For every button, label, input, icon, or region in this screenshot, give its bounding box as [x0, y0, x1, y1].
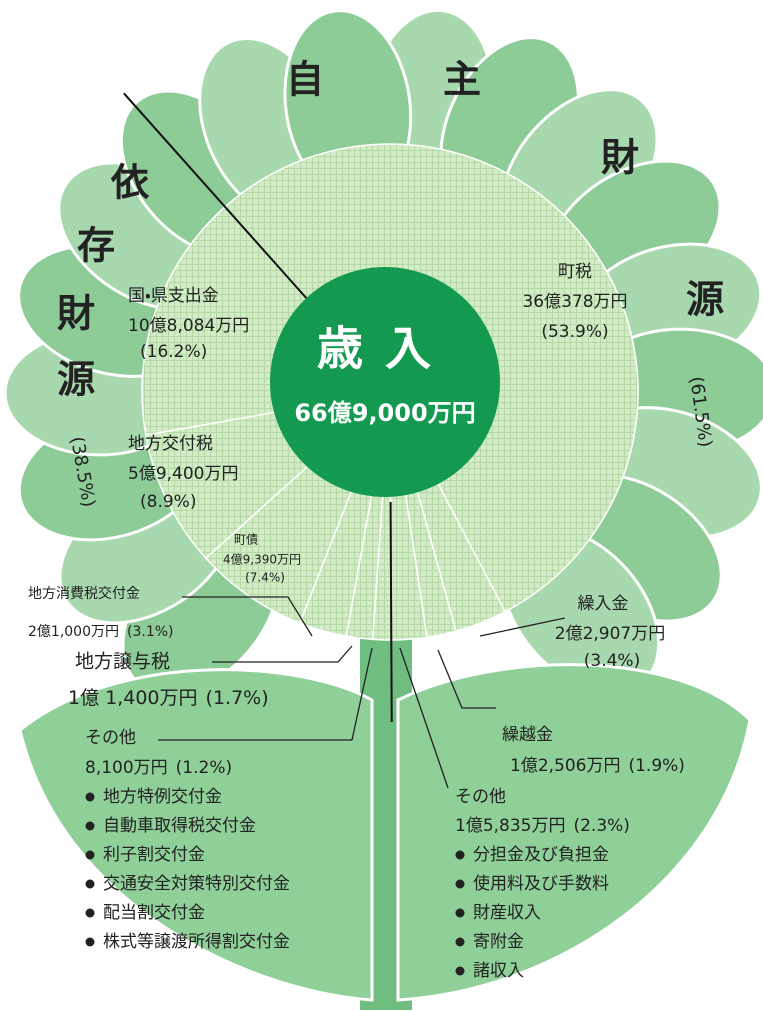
category-label: 繰入金	[578, 594, 629, 614]
group-char: 存	[77, 224, 115, 268]
amount: 10億8,084万円	[128, 316, 249, 336]
category-label: 地方消費税交付金	[28, 586, 140, 602]
breakdown-item: 分担金及び負担金	[473, 845, 609, 865]
percent-label: (1.9%)	[628, 756, 684, 776]
breakdown-item: 自動車取得税交付金	[103, 816, 256, 836]
bullet	[455, 908, 465, 918]
group-divider	[123, 92, 318, 311]
amount: 2億2,907万円	[555, 624, 665, 644]
percent-label: (8.9%)	[140, 492, 196, 512]
bullet	[85, 879, 95, 889]
leader-line	[479, 617, 566, 637]
left-leaf	[18, 668, 374, 1002]
amount-line: 1億2,506万円 (1.9%)	[510, 756, 685, 776]
breakdown-item: 諸収入	[473, 961, 524, 981]
breakdown-item: 利子割交付金	[103, 845, 205, 865]
amount: 36億378万円	[522, 292, 627, 312]
amount: 1億5,835万円	[455, 816, 565, 836]
group-char: 依	[110, 161, 150, 205]
amount: 1億2,506万円	[510, 756, 620, 776]
category-label: 町債	[234, 532, 258, 547]
percent-label: (2.3%)	[573, 816, 629, 836]
group-char: 財	[601, 136, 639, 180]
breakdown-item: 地方特例交付金	[103, 787, 222, 807]
leaves	[18, 610, 752, 1010]
center-circle	[270, 267, 500, 497]
leader-line	[182, 596, 313, 637]
percent-label: (7.4%)	[245, 571, 285, 585]
center-title: 歳入	[317, 322, 453, 376]
group-char: 源	[57, 358, 95, 402]
bullet	[455, 879, 465, 889]
bullet	[85, 821, 95, 831]
category-label: その他	[455, 787, 506, 807]
leader-line	[399, 647, 449, 789]
breakdown-item: 交通安全対策特別交付金	[103, 874, 290, 894]
group-char: 主	[443, 58, 481, 102]
amount: 5億9,400万円	[128, 464, 238, 484]
group-char: 源	[686, 278, 724, 322]
leader-line	[158, 647, 373, 741]
group-divider	[389, 501, 393, 723]
breakdown-item: 配当割交付金	[103, 903, 205, 923]
leader-line	[212, 645, 353, 663]
bullet	[455, 850, 465, 860]
amount-line: 1億5,835万円 (2.3%)	[455, 816, 630, 836]
bullet	[85, 937, 95, 947]
category-label: 地方譲与税	[75, 651, 170, 673]
category-label: その他	[85, 728, 136, 748]
bullet	[85, 792, 95, 802]
leader-line	[437, 649, 496, 709]
amount-line: 8,100万円 (1.2%)	[85, 758, 232, 778]
percent-label: (16.2%)	[140, 342, 207, 362]
bullet	[85, 908, 95, 918]
category-label: 繰越金	[502, 725, 553, 745]
amount: 2億1,000万円	[28, 624, 119, 640]
bullet	[455, 937, 465, 947]
bullet	[85, 850, 95, 860]
percent-label: (3.4%)	[584, 651, 640, 671]
group-char: 財	[57, 292, 95, 336]
center-total: 66億9,000万円	[294, 399, 475, 427]
category-label: 国・県支出金	[128, 286, 219, 306]
group-char: 自	[286, 58, 324, 102]
breakdown-item: 使用料及び手数料	[473, 873, 609, 894]
percent-label: (1.7%)	[206, 687, 269, 709]
breakdown-item: 株式等譲渡所得割交付金	[103, 932, 290, 952]
right-leaf	[396, 663, 752, 1002]
bullet	[455, 966, 465, 976]
percent-label: (3.1%)	[127, 624, 174, 640]
category-label: 地方交付税	[128, 434, 213, 454]
percent-label: (1.2%)	[176, 758, 232, 778]
amount-line: 1億 1,400万円 (1.7%)	[68, 687, 269, 709]
breakdown-item: 財産収入	[473, 903, 541, 923]
breakdown-item: 寄附金	[473, 932, 524, 952]
percent-label: (53.9%)	[541, 322, 608, 342]
amount: 4億9,390万円	[223, 553, 301, 567]
amount: 1億 1,400万円	[68, 687, 198, 709]
amount: 8,100万円	[85, 758, 168, 778]
category-label: 町税	[558, 262, 592, 282]
amount-line: 2億1,000万円 (3.1%)	[28, 624, 174, 640]
